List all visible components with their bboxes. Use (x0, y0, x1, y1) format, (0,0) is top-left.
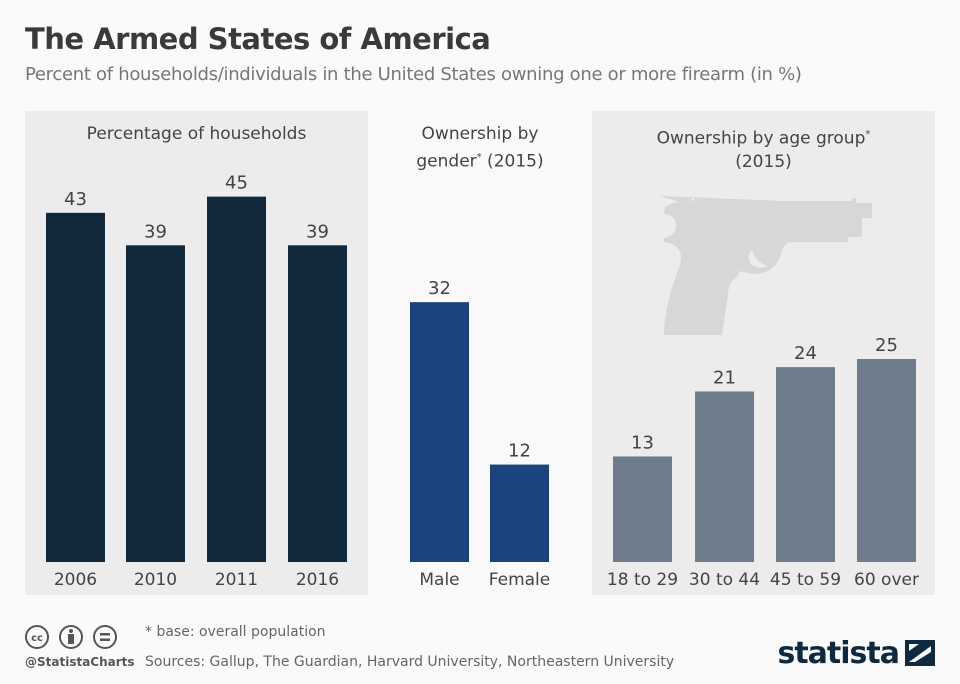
gender-title-year: (2015) (481, 151, 544, 172)
bar-45-to-59 (776, 367, 835, 562)
nd-icon (93, 625, 117, 649)
data-label: 43 (64, 189, 87, 210)
gender-title-line1: Ownership by (421, 124, 539, 144)
category-label: 18 to 29 (607, 570, 678, 590)
cc-icon (25, 625, 49, 649)
bar-2011 (207, 196, 266, 562)
data-label: 45 (225, 173, 248, 194)
by-icon (59, 625, 83, 649)
gender-panel-title: Ownership by gender* (2015) (380, 123, 580, 174)
gender-title-word: gender (416, 151, 477, 172)
data-label: 25 (875, 335, 898, 356)
twitter-handle[interactable]: @StatistaCharts (25, 655, 135, 669)
age-panel-title: Ownership by age group* (2015) (592, 123, 935, 174)
data-label: 39 (144, 221, 167, 242)
category-label: Male (419, 570, 459, 590)
bar-2016 (288, 245, 347, 562)
bar-female (490, 464, 549, 562)
category-label: 2016 (296, 570, 339, 590)
data-label: 12 (508, 441, 531, 462)
statista-logo-mark (905, 640, 935, 666)
age-title-year: (2015) (735, 151, 792, 172)
bar-60-over (857, 359, 916, 562)
bar-30-to-44 (695, 391, 754, 562)
bar-2010 (126, 245, 185, 562)
sources: Sources: Gallup, The Guardian, Harvard U… (145, 654, 675, 670)
category-label: 60 over (854, 570, 919, 590)
bar-2006 (46, 212, 105, 562)
data-label: 39 (306, 221, 329, 242)
statista-logo[interactable]: statista (777, 636, 935, 671)
data-label: 32 (428, 278, 451, 299)
bar-male (410, 302, 469, 562)
category-label: 30 to 44 (689, 570, 760, 590)
logo-text: statista (777, 636, 900, 671)
age-title-line1: Ownership by age group (656, 128, 866, 149)
bar-18-to-29 (613, 456, 672, 562)
data-label: 13 (631, 432, 654, 453)
category-label: Female (489, 570, 550, 590)
category-label: 2006 (54, 570, 97, 590)
chart-subtitle: Percent of households/individuals in the… (25, 64, 802, 85)
households-panel-title: Percentage of households (86, 124, 307, 144)
footnote: * base: overall population (145, 624, 326, 640)
data-label: 24 (794, 343, 817, 364)
category-label: 2010 (134, 570, 177, 590)
pistol-silhouette (664, 198, 872, 335)
gender-asterisk: * (476, 152, 482, 163)
chart-title: The Armed States of America (25, 22, 491, 56)
age-asterisk: * (865, 129, 871, 140)
license-icons: cc (25, 625, 117, 649)
pistol-icon (660, 196, 776, 202)
data-label: 21 (713, 367, 736, 388)
svg-text:cc: cc (31, 633, 43, 644)
category-label: 45 to 59 (770, 570, 841, 590)
category-label: 2011 (215, 570, 258, 590)
